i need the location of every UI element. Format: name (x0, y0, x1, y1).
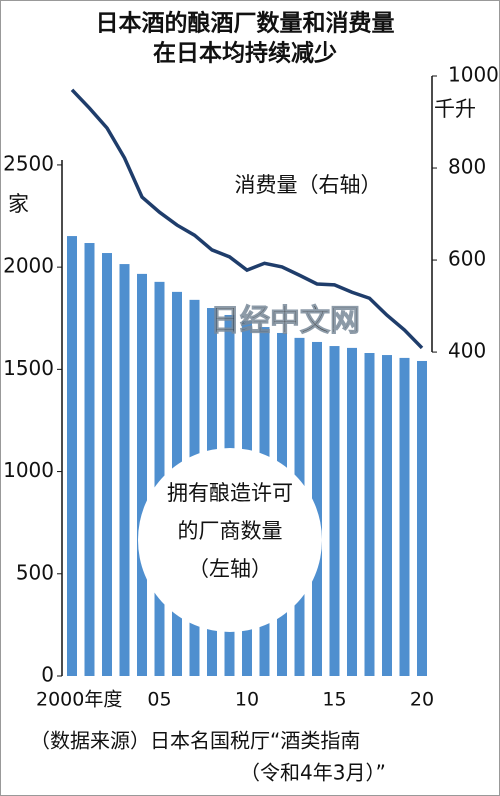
bar (119, 264, 130, 676)
source: （令和4年3月）” (240, 761, 386, 785)
y-tick-label: 0 (41, 663, 54, 687)
x-tick-label: 15 (322, 689, 346, 711)
x-tick-label: 20 (410, 689, 434, 711)
line (70, 88, 424, 350)
bar (417, 360, 427, 676)
bar (312, 341, 322, 676)
source: （数据来源）日本名国税厅“酒类指南 (30, 729, 360, 753)
series-label: （左轴） (188, 557, 272, 581)
series-label: 的厂商数量 (178, 519, 283, 543)
bar (399, 357, 410, 676)
y-tick-label: 500 (16, 560, 54, 584)
y-unit: 家 (8, 192, 29, 216)
series-label: 消费量（右轴） (235, 173, 382, 197)
bar (329, 346, 340, 676)
annotation-bubble (138, 448, 322, 632)
y2-tick-label: 400 (448, 339, 486, 363)
x-tick-label: 2000年度 (36, 689, 122, 711)
y2-tick-label: 800 (448, 155, 486, 179)
y2-tick-label: 600 (448, 247, 486, 271)
y-tick-label: 2000 (3, 254, 54, 278)
bar (67, 236, 77, 676)
y-tick-label: 1500 (3, 356, 54, 380)
bar (137, 273, 147, 676)
bar (364, 353, 375, 676)
y-tick-label: 2500 (3, 151, 54, 175)
x-tick-label: 05 (147, 689, 171, 711)
bar (382, 355, 392, 676)
bar (347, 347, 357, 676)
chart-title: 日本酒的酿酒厂数量和消费量 (96, 10, 395, 37)
y2-unit: 千升 (434, 97, 476, 121)
chart-title: 在日本均持续减少 (153, 40, 337, 67)
y2-tick-label: 1000 (448, 63, 499, 87)
bar (84, 243, 95, 676)
series-label: 拥有酿造许可 (167, 481, 293, 505)
bar (102, 253, 112, 677)
y-tick-label: 1000 (3, 458, 54, 482)
bar (154, 281, 165, 676)
x-tick-label: 10 (235, 689, 259, 711)
watermark: 日经中文网 (210, 304, 360, 339)
